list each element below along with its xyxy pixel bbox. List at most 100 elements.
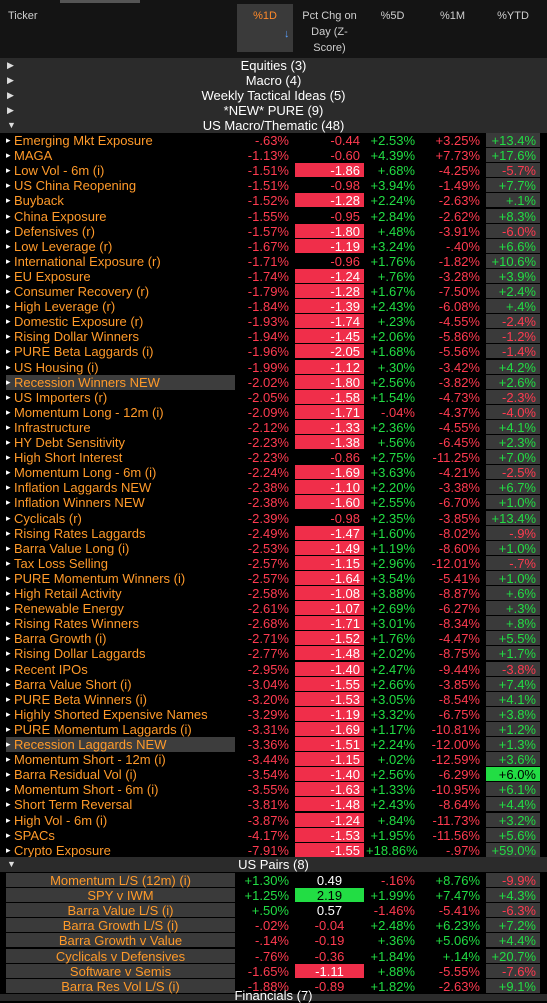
table-row[interactable]: ▸ China Exposure -1.55% -0.95 +2.84% -2.62% +8… [0, 208, 547, 224]
pair-name[interactable]: Barra Value L/S (i) [6, 903, 235, 918]
table-row[interactable]: ▸ High Leverage (r) -1.84% -1.39 +2.43% -6.08… [0, 299, 547, 314]
table-row[interactable]: ▸ Emerging Mkt Exposure -.63% -0.44 +2.53% +3… [0, 133, 547, 148]
row-name[interactable]: ▸ Rising Dollar Laggards [6, 646, 235, 661]
row-name[interactable]: ▸ PURE Beta Winners (i) [6, 692, 235, 707]
row-name[interactable]: ▸ Infrastructure [6, 420, 235, 435]
col-1d[interactable]: %1D [237, 4, 293, 52]
table-row[interactable]: ▸ International Exposure (r) -1.71% -0.96 +1… [0, 253, 547, 269]
table-row[interactable]: ▸ Recession Laggards NEW -3.36% -1.51 +2.24%… [0, 737, 547, 752]
table-row[interactable]: ▸ Barra Value Short (i) -3.04% -1.55 +2.66% -… [0, 676, 547, 692]
table-row[interactable]: ▸ Domestic Exposure (r) -1.93% -1.74 +.23% -4… [0, 314, 547, 329]
col-1m[interactable]: %1M [439, 10, 466, 22]
row-name[interactable]: ▸ Barra Value Long (i) [6, 541, 235, 556]
table-row[interactable]: ▸ Consumer Recovery (r) -1.79% -1.28 +1.67% -… [0, 284, 547, 299]
row-name[interactable]: ▸ EU Exposure [6, 269, 235, 284]
row-name[interactable]: ▸ Inflation Winners NEW [6, 495, 235, 510]
table-row[interactable]: ▸ PURE Beta Laggards (i) -1.96% -2.05 +1.68%… [0, 344, 547, 359]
table-row[interactable]: ▸ Infrastructure -2.12% -1.33 +2.36% -4.55% +4… [0, 419, 547, 435]
table-row[interactable]: ▸ Cyclicals (r) -2.39% -0.98 +2.35% -3.85% +13… [0, 510, 547, 526]
row-name[interactable]: ▸ High Short Interest [6, 450, 235, 465]
col-ytd[interactable]: %YTD [497, 10, 529, 22]
table-row[interactable]: ▸ Barra Growth (i) -2.71% -1.52 +1.76% -4.47%… [0, 631, 547, 646]
table-row[interactable]: ▸ Low Vol - 6m (i) -1.51% -1.86 +.68% -4.25% -… [0, 163, 547, 178]
row-name[interactable]: ▸ Low Leverage (r) [6, 239, 235, 254]
col-ticker[interactable]: Ticker [8, 10, 38, 22]
row-name[interactable]: ▸ Barra Residual Vol (i) [6, 767, 235, 782]
row-name[interactable]: ▸ HY Debt Sensitivity [6, 435, 235, 450]
row-name[interactable]: ▸ Inflation Laggards NEW [6, 480, 235, 495]
row-name[interactable]: ▸ Emerging Mkt Exposure [6, 133, 235, 148]
pair-row[interactable]: Cyclicals v Defensives -.76% -0.36 +1.84% +.… [0, 948, 547, 964]
row-name[interactable]: ▸ Rising Rates Laggards [6, 526, 235, 541]
table-row[interactable]: ▸ US Importers (r) -2.05% -1.58 +1.54% -4.73%… [0, 389, 547, 405]
col-5d[interactable]: %5D [380, 10, 405, 22]
row-name[interactable]: ▸ High Leverage (r) [6, 299, 235, 314]
group-new-pure[interactable]: ▶ *NEW* PURE (9) [0, 103, 547, 119]
table-row[interactable]: ▸ Rising Rates Laggards -2.49% -1.47 +1.60% -… [0, 525, 547, 541]
row-name[interactable]: ▸ Tax Loss Selling [6, 556, 235, 571]
row-name[interactable]: ▸ High Retail Activity [6, 586, 235, 601]
pair-name[interactable]: Cyclicals v Defensives [6, 948, 235, 964]
table-row[interactable]: ▸ MAGA -1.13% -0.60 +4.39% +7.73% +17.6% [0, 148, 547, 163]
pair-name[interactable]: Software v Semis [6, 963, 235, 979]
table-row[interactable]: ▸ Low Leverage (r) -1.67% -1.19 +3.24% -.40% +… [0, 238, 547, 254]
table-row[interactable]: ▸ PURE Momentum Winners (i) -2.57% -1.64 +3.… [0, 570, 547, 586]
table-row[interactable]: ▸ Tax Loss Selling -2.57% -1.15 +2.96% -12.01… [0, 555, 547, 571]
table-row[interactable]: ▸ US China Reopening -1.51% -0.98 +3.94% -1.4… [0, 178, 547, 193]
table-row[interactable]: ▸ Momentum Long - 6m (i) -2.24% -1.69 +3.63%… [0, 465, 547, 480]
table-row[interactable]: ▸ High Vol - 6m (i) -3.87% -1.24 +.84% -11.73… [0, 812, 547, 828]
group-financials[interactable]: Financials (7) [0, 988, 547, 1003]
row-name[interactable]: ▸ Rising Rates Winners [6, 616, 235, 631]
table-row[interactable]: ▸ Momentum Long - 12m (i) -2.09% -1.71 -.04%… [0, 404, 547, 420]
table-row[interactable]: ▸ High Short Interest -2.23% -0.86 +2.75% -11… [0, 450, 547, 465]
row-name[interactable]: ▸ PURE Momentum Laggards (i) [6, 722, 235, 737]
table-row[interactable]: ▸ Momentum Short - 6m (i) -3.55% -1.63 +1.33… [0, 782, 547, 797]
pair-row[interactable]: Barra Res Vol L/S (i) -1.88% -0.89 +1.82% -2… [0, 978, 547, 994]
table-row[interactable]: ▸ Highly Shorted Expensive Names -3.29% -1.… [0, 706, 547, 722]
group-us-macro[interactable]: ▼ US Macro/Thematic (48) [0, 118, 547, 134]
row-name[interactable]: ▸ Domestic Exposure (r) [6, 314, 235, 329]
row-name[interactable]: ▸ Recent IPOs [6, 662, 235, 677]
row-name[interactable]: ▸ Buyback [6, 193, 235, 208]
table-row[interactable]: ▸ Defensives (r) -1.57% -1.80 +.48% -3.91% -6.… [0, 223, 547, 239]
row-name[interactable]: ▸ Renewable Energy [6, 601, 235, 616]
pair-row[interactable]: Barra Value L/S (i) +.50% 0.57 -1.46% -5.41%… [0, 903, 547, 918]
row-name[interactable]: ▸ Short Term Reversal [6, 797, 235, 812]
table-row[interactable]: ▸ Recent IPOs -2.95% -1.40 +2.47% -9.44% -3.8% [0, 661, 547, 677]
row-name[interactable]: ▸ Momentum Short - 6m (i) [6, 782, 235, 797]
table-row[interactable]: ▸ Barra Value Long (i) -2.53% -1.49 +1.19% -8… [0, 540, 547, 556]
table-row[interactable]: ▸ High Retail Activity -2.58% -1.08 +3.88% -8… [0, 586, 547, 601]
pair-row[interactable]: Barra Growth L/S (i) -.02% -0.04 +2.48% +6.2… [0, 918, 547, 933]
table-row[interactable]: ▸ Buyback -1.52% -1.28 +2.24% -2.63% +.1% [0, 193, 547, 208]
row-name[interactable]: ▸ PURE Momentum Winners (i) [6, 571, 235, 586]
pair-row[interactable]: Barra Growth v Value -.14% -0.19 +.36% +5.06… [0, 933, 547, 948]
row-name[interactable]: ▸ Defensives (r) [6, 224, 235, 239]
row-name[interactable]: ▸ Recession Laggards NEW [6, 737, 235, 752]
row-name[interactable]: ▸ US Housing (i) [6, 360, 235, 375]
table-row[interactable]: ▸ Renewable Energy -2.61% -1.07 +2.69% -6.27%… [0, 601, 547, 616]
pair-row[interactable]: SPY v IWM +1.25% 2.19 +1.99% +7.47% +4.3% [0, 888, 547, 903]
table-row[interactable]: ▸ Inflation Winners NEW -2.38% -1.60 +2.55% -… [0, 495, 547, 510]
row-name[interactable]: ▸ SPACs [6, 828, 235, 843]
pair-row[interactable]: Momentum L/S (12m) (i) +1.30% 0.49 -.16% +8.… [0, 873, 547, 888]
table-row[interactable]: ▸ SPACs -4.17% -1.53 +1.95% -11.56% +5.6% [0, 827, 547, 843]
row-name[interactable]: ▸ MAGA [6, 148, 235, 163]
pair-name[interactable]: Barra Growth L/S (i) [6, 918, 235, 933]
row-name[interactable]: ▸ Momentum Long - 12m (i) [6, 405, 235, 420]
pair-name[interactable]: Momentum L/S (12m) (i) [6, 873, 235, 888]
table-row[interactable]: ▸ Recession Winners NEW -2.02% -1.80 +2.56% -… [0, 374, 547, 390]
group-us-pairs[interactable]: ▼ US Pairs (8) [0, 857, 547, 873]
row-name[interactable]: ▸ China Exposure [6, 209, 235, 224]
row-name[interactable]: ▸ Momentum Long - 6m (i) [6, 465, 235, 480]
row-name[interactable]: ▸ Momentum Short - 12m (i) [6, 752, 235, 767]
scroll-indicator[interactable] [60, 0, 140, 3]
table-row[interactable]: ▸ PURE Momentum Laggards (i) -3.31% -1.69 +1… [0, 721, 547, 737]
row-name[interactable]: ▸ Highly Shorted Expensive Names [6, 707, 235, 722]
pair-row[interactable]: Software v Semis -1.65% -1.11 +.88% -5.55% -7… [0, 963, 547, 979]
table-row[interactable]: ▸ EU Exposure -1.74% -1.24 +.76% -3.28% +3.9% [0, 268, 547, 284]
group-weekly[interactable]: ▶ Weekly Tactical Ideas (5) [0, 88, 547, 104]
table-row[interactable]: ▸ US Housing (i) -1.99% -1.12 +.30% -3.42% +4.… [0, 359, 547, 375]
row-name[interactable]: ▸ US Importers (r) [6, 390, 235, 405]
row-name[interactable]: ▸ Recession Winners NEW [6, 374, 235, 390]
row-name[interactable]: ▸ Low Vol - 6m (i) [6, 163, 235, 178]
